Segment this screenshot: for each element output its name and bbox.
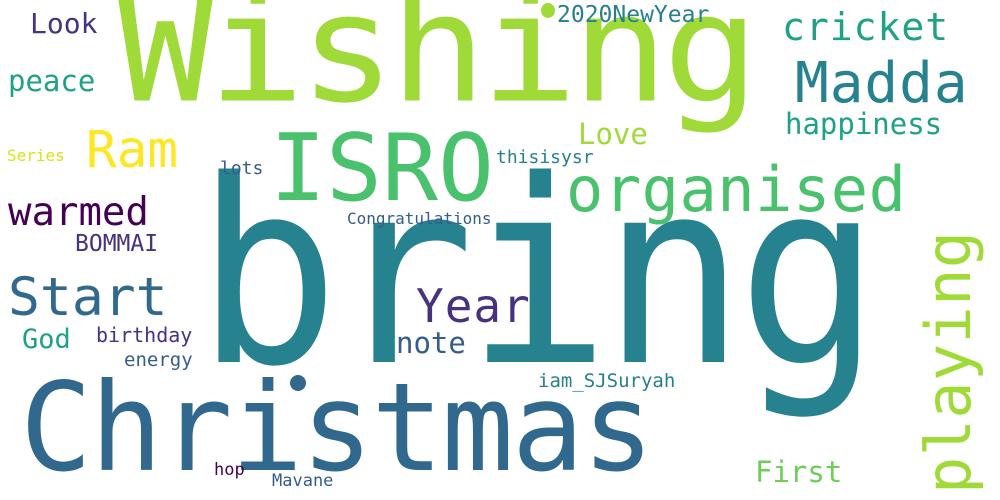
word-hop: hop	[214, 460, 245, 480]
word-thisisysr: thisisysr	[496, 147, 594, 168]
word-ram: Ram	[86, 121, 179, 180]
word-energy: energy	[124, 349, 193, 371]
word-birthday: birthday	[96, 323, 193, 347]
word-god: God	[22, 324, 71, 355]
word-lots: lots	[220, 158, 264, 179]
word-look: Look	[30, 7, 98, 40]
word-year: Year	[416, 279, 531, 333]
word-isro: ISRO	[270, 114, 494, 222]
dot-green	[541, 3, 555, 18]
word-series: Series	[7, 146, 65, 165]
word-happiness: happiness	[785, 107, 943, 141]
word-iam-sjsuryah: iam_SJSuryah	[538, 370, 676, 392]
word-peace: peace	[8, 64, 96, 98]
word-mavane: Mavane	[272, 471, 334, 491]
word-madda: Madda	[795, 51, 969, 116]
word-congratulations: Congratulations	[347, 209, 492, 228]
word-wishing: Wishing	[117, 0, 760, 136]
word-playing: playing	[912, 230, 985, 494]
word-warmed: warmed	[8, 190, 149, 235]
word-love: Love	[578, 117, 648, 151]
word-first: First	[755, 455, 843, 489]
word-organised: organised	[566, 153, 907, 226]
word-start: Start	[8, 267, 168, 328]
word-cricket: cricket	[782, 5, 950, 49]
word-bring: bring	[196, 126, 880, 423]
word-bommai: BOMMAI	[75, 231, 159, 257]
word-christmas: Christmas	[20, 357, 654, 500]
word-2020newyear: 2020NewYear	[557, 2, 710, 28]
word-note: note	[396, 326, 466, 360]
dot-blue	[290, 375, 306, 391]
